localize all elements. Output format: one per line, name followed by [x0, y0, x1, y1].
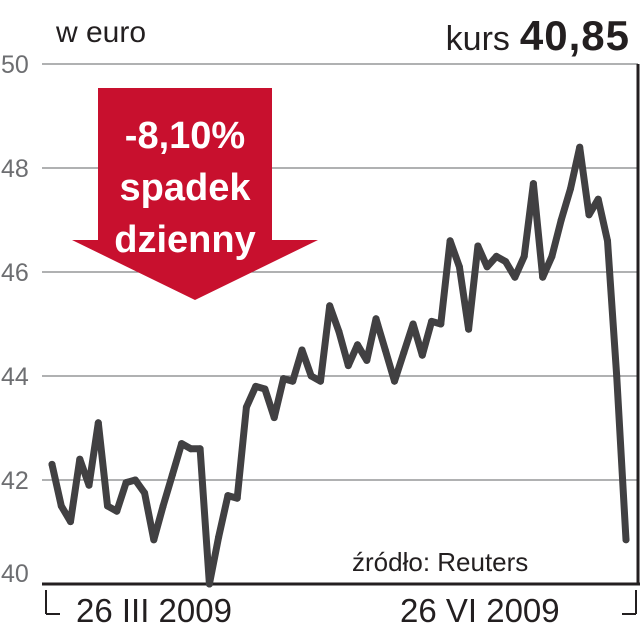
drop-badge: -8,10% spadek dzienny — [72, 88, 318, 300]
data-point — [205, 580, 213, 588]
data-point — [539, 273, 547, 281]
data-point — [326, 302, 334, 310]
y-tick-label: 44 — [1, 363, 29, 391]
data-point — [613, 372, 621, 380]
x-tick-label-end: 26 VI 2009 — [400, 592, 560, 629]
data-point — [94, 419, 102, 427]
data-point — [400, 349, 408, 357]
data-point — [372, 315, 380, 323]
y-axis-ticks: 40 42 44 46 48 50 — [1, 51, 29, 588]
data-point — [474, 242, 482, 250]
y-tick-label: 42 — [1, 467, 29, 495]
y-tick-label: 40 — [1, 560, 29, 588]
data-point — [289, 377, 297, 385]
data-point — [159, 502, 167, 510]
data-point — [215, 533, 223, 541]
y-tick-label: 46 — [1, 259, 29, 287]
data-point — [594, 195, 602, 203]
data-point — [178, 440, 186, 448]
data-point — [233, 494, 241, 502]
data-point — [196, 445, 204, 453]
data-point — [48, 460, 56, 468]
price-value: 40,85 — [519, 12, 630, 59]
data-point — [344, 362, 352, 370]
data-point — [354, 341, 361, 349]
data-point — [585, 211, 593, 219]
data-point — [576, 143, 584, 151]
data-point — [224, 492, 232, 500]
y-tick-label: 48 — [1, 155, 29, 183]
badge-line-dzienny: dzienny — [114, 219, 255, 261]
data-point — [502, 258, 510, 266]
x-tick-label-start: 26 III 2009 — [76, 592, 232, 629]
data-point — [261, 385, 269, 393]
data-point — [298, 346, 306, 354]
data-point — [150, 536, 158, 544]
data-point — [520, 252, 528, 260]
data-point — [270, 414, 278, 422]
data-point — [465, 325, 473, 333]
data-point — [317, 377, 324, 385]
data-point — [604, 237, 611, 245]
unit-label: w euro — [56, 16, 147, 49]
data-point — [418, 351, 426, 359]
data-point — [280, 375, 287, 383]
source-note: źródło: Reuters — [352, 547, 529, 577]
data-point — [381, 346, 389, 354]
data-point — [483, 263, 491, 271]
data-point — [187, 445, 195, 453]
data-point — [104, 502, 111, 510]
data-point — [622, 536, 630, 544]
data-point — [446, 237, 454, 245]
data-point — [391, 377, 398, 385]
data-point — [113, 507, 121, 515]
data-point — [307, 372, 315, 380]
data-point — [122, 479, 130, 487]
data-point — [529, 180, 537, 188]
data-point — [252, 382, 260, 390]
data-point — [335, 328, 343, 336]
data-point — [557, 216, 565, 224]
data-point — [131, 476, 139, 484]
data-point — [57, 502, 65, 510]
badge-line-spadek: spadek — [120, 167, 252, 209]
drop-arrow-shape — [72, 88, 318, 300]
data-point — [437, 320, 445, 328]
data-point — [455, 263, 463, 271]
data-point — [76, 455, 84, 463]
data-point — [428, 317, 436, 325]
price-readout: kurs 40,85 — [446, 12, 630, 60]
data-point — [409, 320, 417, 328]
data-point — [242, 403, 250, 411]
data-point — [511, 273, 519, 281]
data-point — [141, 489, 149, 497]
badge-percent: -8,10% — [125, 115, 245, 157]
data-point — [67, 518, 74, 526]
price-label: kurs — [445, 20, 510, 58]
data-point — [363, 356, 371, 364]
data-point — [567, 185, 574, 193]
y-tick-label: 50 — [1, 51, 29, 79]
data-point — [85, 481, 93, 489]
price-series-points — [48, 143, 630, 588]
data-point — [492, 252, 500, 260]
data-point — [168, 471, 176, 479]
data-point — [548, 252, 556, 260]
